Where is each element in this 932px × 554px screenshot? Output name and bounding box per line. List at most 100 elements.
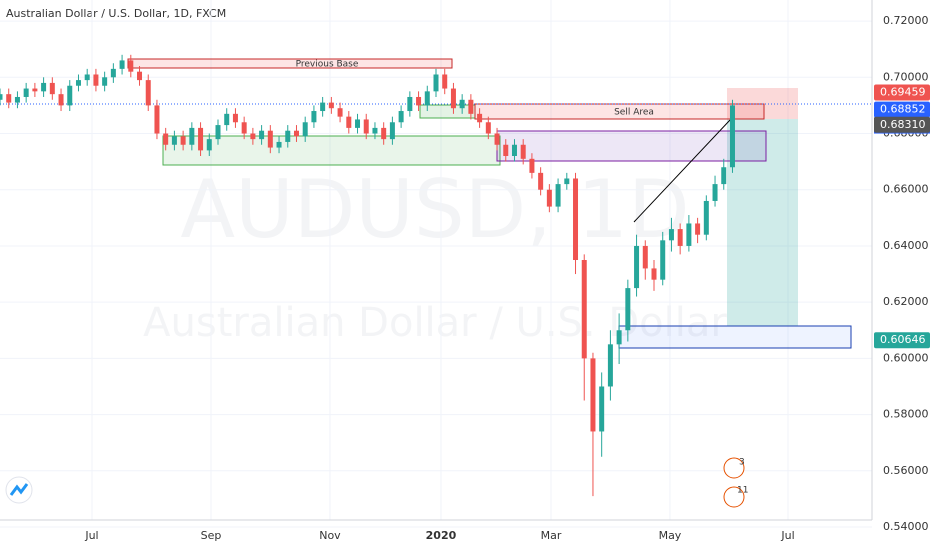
logo-mark	[9, 483, 29, 496]
x-tick-label: Jul	[84, 529, 98, 542]
candle-body	[607, 344, 613, 387]
candle-body	[224, 113, 230, 126]
candle-body	[616, 330, 622, 345]
candle-body	[58, 94, 64, 106]
candle-body	[346, 116, 352, 128]
candle-body	[677, 229, 683, 246]
candle-body	[102, 77, 108, 86]
candle-body	[511, 144, 517, 156]
annotation: Previous Base	[296, 60, 359, 70]
candle-body	[302, 122, 308, 137]
candle-body	[355, 119, 361, 128]
candle-body	[555, 184, 561, 207]
candle-body	[468, 99, 474, 114]
candle-body	[538, 172, 544, 190]
candle-body	[311, 111, 317, 123]
candle-body	[668, 229, 674, 241]
candle-body	[599, 386, 605, 432]
demand-zone	[419, 104, 476, 119]
candle-body	[250, 133, 256, 140]
candle-body	[293, 130, 299, 137]
candle-body	[110, 68, 116, 78]
y-tick-label: 0.56000	[883, 464, 929, 477]
candle-body	[206, 139, 212, 151]
candle-body	[14, 96, 20, 103]
candle-body	[328, 102, 334, 109]
y-tick-label: 0.58000	[883, 408, 929, 421]
candle-body	[49, 82, 55, 95]
candle-body	[573, 178, 579, 260]
candle-body	[721, 167, 727, 185]
trend-line	[633, 119, 731, 223]
candle-body	[520, 144, 526, 159]
price-label-box	[874, 101, 930, 118]
candle-body	[494, 133, 500, 145]
candle-body	[407, 96, 413, 112]
candle-body	[6, 94, 12, 103]
candle-body	[163, 133, 169, 145]
candle-body	[119, 60, 125, 69]
candle-body	[75, 80, 81, 86]
candle-body	[381, 127, 387, 140]
candle-body	[590, 358, 596, 432]
candle-body	[712, 184, 718, 201]
x-tick-label: 2020	[426, 529, 457, 542]
price-label: 0.69459	[880, 86, 926, 99]
y-tick-label: 0.64000	[883, 239, 929, 252]
candle-body	[416, 96, 422, 106]
x-tick-label: Nov	[319, 529, 341, 542]
supply-box	[496, 130, 767, 162]
candle-body	[154, 105, 160, 134]
candle-body	[320, 102, 326, 112]
annotation: Sell Area	[614, 108, 654, 118]
candle-body	[372, 127, 378, 134]
candle-body	[145, 80, 151, 106]
price-label: 0.68310	[880, 118, 926, 131]
candle-body	[389, 122, 395, 140]
event-icon[interactable]	[723, 457, 745, 479]
candle-body	[84, 74, 90, 81]
candle-body	[424, 91, 430, 106]
candle-body	[189, 127, 195, 145]
x-tick-label: Jul	[780, 529, 794, 542]
candle-body	[450, 88, 456, 109]
watermark: AUDUSD, 1D	[180, 163, 689, 256]
candle-body	[363, 119, 369, 134]
candle-body	[93, 74, 99, 86]
candle-body	[259, 130, 265, 140]
price-label-box	[874, 116, 930, 133]
candle-body	[215, 125, 221, 140]
chart-title: Australian Dollar / U.S. Dollar, 1D, FXC…	[6, 7, 226, 20]
candle-body	[660, 240, 666, 280]
x-tick-label: May	[659, 529, 682, 542]
candle-body	[442, 74, 448, 89]
candle-body	[729, 105, 735, 168]
price-label-box	[874, 332, 930, 349]
candle-body	[546, 189, 552, 207]
candle-body	[180, 136, 186, 145]
candle-body	[128, 60, 134, 72]
candle-body	[337, 108, 343, 117]
candle-body	[67, 85, 73, 106]
candle-body	[41, 82, 47, 92]
candle-body	[0, 94, 3, 100]
y-tick-label: 0.70000	[883, 70, 929, 83]
event-icon[interactable]	[723, 486, 745, 508]
candle-body	[398, 111, 404, 123]
candle-body	[198, 127, 204, 151]
candle-body	[625, 288, 631, 331]
demand-zone	[162, 135, 501, 166]
candle-body	[171, 136, 177, 145]
candle-body	[703, 200, 709, 235]
candle-body	[433, 74, 439, 92]
candle-body	[232, 113, 238, 123]
candle-body	[651, 268, 657, 280]
y-tick-label: 0.66000	[883, 183, 929, 196]
candle-body	[686, 223, 692, 246]
y-tick-label: 0.72000	[883, 14, 929, 27]
y-tick-label: 0.54000	[883, 520, 929, 533]
candle-body	[695, 223, 701, 235]
candle-body	[642, 245, 648, 269]
price-label: 0.60646	[880, 333, 926, 346]
